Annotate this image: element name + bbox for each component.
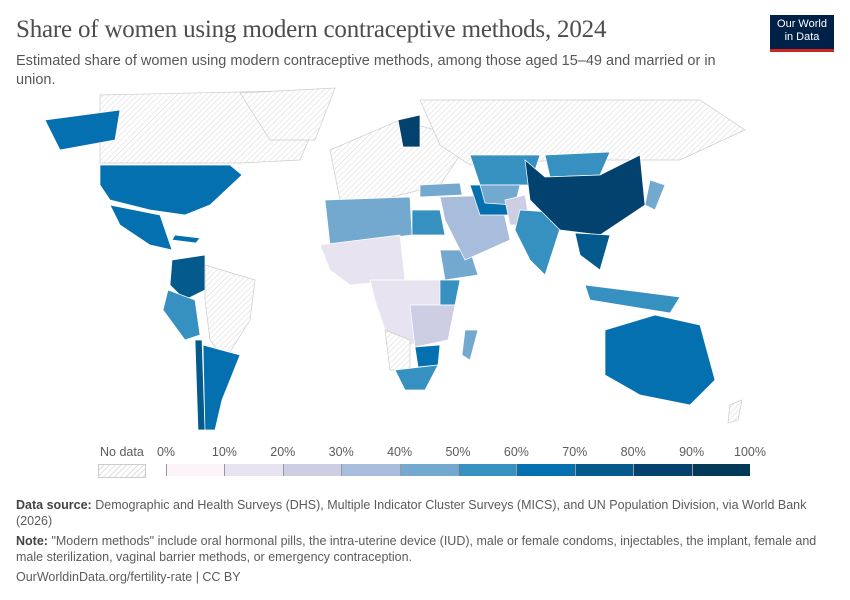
map-region-australia[interactable] [604,314,716,406]
legend-tick-label: 30% [328,445,354,459]
map-region-usa[interactable] [99,164,243,216]
map-region-zimbabwe[interactable] [414,344,441,368]
legend-bin[interactable] [516,464,575,476]
legend-tick-label: 40% [387,445,413,459]
legend-tick-label: 50% [445,445,471,459]
legend-no-data-swatch [98,464,146,478]
map-region-indonesia[interactable] [584,284,681,314]
source-text: Demographic and Health Surveys (DHS), Mu… [16,498,807,528]
legend-bin[interactable] [224,464,283,476]
legend-bin[interactable] [341,464,400,476]
legend-tick-label: 20% [270,445,296,459]
map-region-alaska-usa[interactable] [44,109,121,151]
logo-line-2: in Data [784,31,820,43]
map-region-russia[interactable] [419,99,746,166]
map-region-southafrica[interactable] [394,364,439,391]
legend-bin[interactable] [574,464,634,476]
legend-tick-label: 80% [620,445,646,459]
legend-tick-label: 0% [156,445,176,459]
map-region-colombia[interactable] [169,254,206,301]
legend-bin[interactable] [399,464,458,476]
note-text: "Modern methods" include oral hormonal p… [16,534,817,564]
legend-tick-label: 70% [562,445,588,459]
legend-tick-label: 100% [734,445,766,459]
legend-tick-label: 10% [211,445,237,459]
map-region-kenya[interactable] [439,279,461,306]
map-region-greenland[interactable] [239,87,336,141]
map-region-finland[interactable] [397,114,421,148]
chart-title: Share of women using modern contraceptiv… [16,16,607,43]
data-source: Data source: Demographic and Health Surv… [16,497,836,529]
map-region-japan[interactable] [644,179,666,211]
legend-bin[interactable] [282,464,342,476]
map-region-southeastasia[interactable] [574,232,611,271]
note: Note: "Modern methods" include oral horm… [16,533,836,565]
source-label: Data source: [16,498,92,512]
owid-logo[interactable]: Our World in Data [770,15,834,52]
map-region-mongolia[interactable] [544,151,611,178]
legend-tick-label: 60% [503,445,529,459]
map-region-peru[interactable] [162,289,201,341]
map-region-egypt[interactable] [411,209,446,236]
note-label: Note: [16,534,48,548]
map-region-eastafrica[interactable] [409,304,456,348]
legend-bin[interactable] [458,464,517,476]
legend-tick-label: 90% [679,445,705,459]
legend-bin[interactable] [166,464,225,476]
legend-bin[interactable] [633,464,692,476]
world-map [44,87,746,431]
chart-subtitle: Estimated share of women using modern co… [16,53,716,88]
map-region-argentina[interactable] [202,344,241,431]
map-region-turkey[interactable] [419,182,463,198]
map-region-madagascar[interactable] [461,329,479,361]
map-region-cuba[interactable] [171,234,201,244]
source-url-link[interactable]: OurWorldinData.org/fertility-rate | CC B… [16,570,241,584]
legend-bin[interactable] [691,464,750,476]
map-region-brazil[interactable] [204,264,256,361]
logo-line-1: Our World [777,18,827,30]
map-region-mexico[interactable] [109,204,173,251]
map-region-newzealand[interactable] [727,399,743,424]
legend-no-data-label: No data [100,445,144,459]
